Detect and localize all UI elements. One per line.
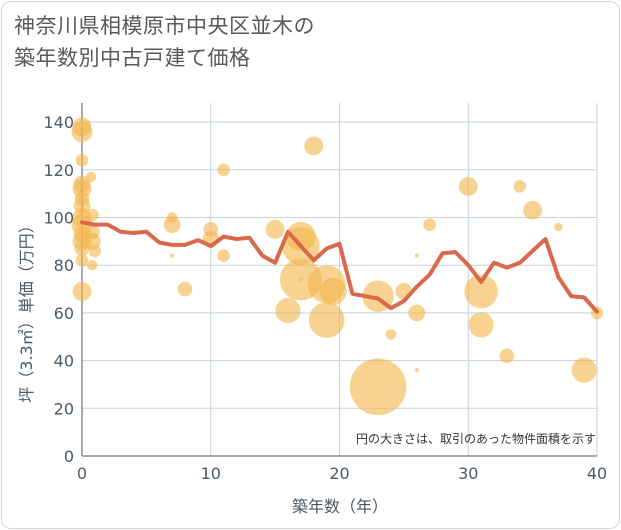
x-tick-label: 10 [201, 464, 221, 483]
bubble-point [75, 254, 89, 267]
bubble-point [265, 219, 285, 239]
y-tick-label: 140 [43, 113, 74, 132]
bubble-point [523, 200, 543, 220]
y-tick-label: 20 [54, 399, 74, 418]
chart-title-line-1: 神奈川県相模原市中央区並木の [14, 14, 315, 38]
bubble-point [298, 277, 303, 282]
bubble-point [304, 136, 324, 156]
bubble-point [71, 121, 93, 143]
y-tick-label: 40 [54, 352, 74, 371]
bubble-point [75, 153, 89, 167]
y-tick-label: 120 [43, 161, 74, 180]
bubble-point [513, 180, 527, 193]
x-tick-label: 0 [77, 464, 87, 483]
bubble-point [308, 302, 345, 338]
trend-line-layer [80, 220, 599, 314]
bubble-point [170, 253, 175, 258]
y-tick-label: 0 [64, 447, 74, 466]
tick-labels: 0 20 40 60 80 100 120 140 0 10 20 30 40 [43, 113, 607, 483]
bubble-point [72, 281, 92, 301]
bubble-point [458, 177, 478, 196]
y-axis-title: 坪（3.3㎡）単価（万円） [17, 217, 36, 402]
bubble-point [408, 304, 426, 322]
bubble-point [385, 329, 397, 340]
bubble-point [319, 277, 347, 306]
x-tick-label: 40 [587, 464, 607, 483]
bubble-point [275, 297, 301, 324]
bubble-point [414, 368, 419, 373]
bubble-point [217, 249, 230, 262]
bubble-point [87, 259, 98, 271]
bubble-point [163, 216, 181, 234]
bubble-point [468, 312, 494, 338]
y-tick-label: 60 [54, 304, 74, 323]
bubble-size-note: 円の大きさは、取引のあった物件面積を示す [356, 431, 596, 446]
bubble-point [217, 163, 230, 177]
average-price-line [80, 220, 599, 314]
bubble-point [88, 244, 102, 258]
y-tick-label: 100 [43, 208, 74, 227]
bubble-point [464, 274, 498, 309]
bubble-point [499, 348, 515, 364]
bubble-point [177, 281, 193, 297]
bubble-point [349, 358, 407, 416]
bubble-layer [71, 117, 604, 416]
bubble-point [423, 218, 436, 231]
x-axis-title: 築年数（年） [292, 497, 388, 516]
bubble-point [554, 222, 563, 232]
chart-title-line-2: 築年数別中古戸建て価格 [14, 46, 251, 70]
bubble-point [414, 253, 419, 258]
bubble-point [571, 357, 597, 383]
x-tick-label: 20 [329, 464, 349, 483]
x-tick-label: 30 [458, 464, 478, 483]
bubble-point [85, 171, 97, 183]
bubble-point [86, 208, 99, 222]
chart-title: 神奈川県相模原市中央区並木の 築年数別中古戸建て価格 [14, 10, 315, 74]
y-tick-label: 80 [54, 256, 74, 275]
